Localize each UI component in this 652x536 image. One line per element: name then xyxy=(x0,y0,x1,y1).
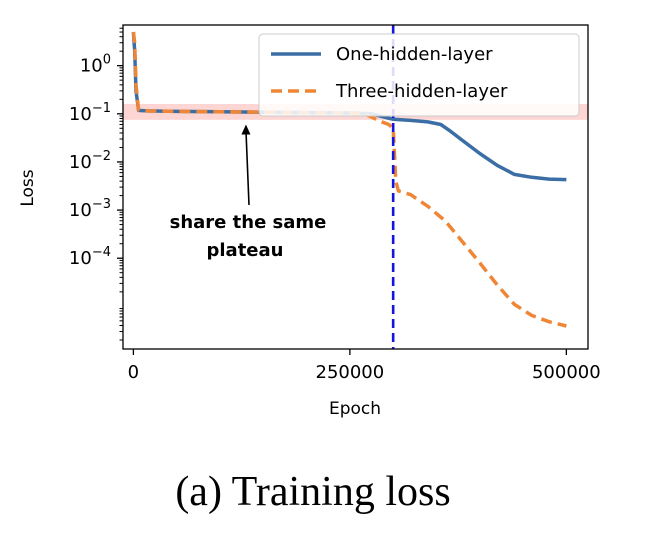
y-axis-ticks: 100 10−1 10−2 10−3 10−4 xyxy=(69,27,123,341)
y-tick-label: 100 xyxy=(80,53,111,77)
annotation-text-line-2: plateau xyxy=(207,240,284,261)
annotation-arrow-head xyxy=(241,124,251,135)
annotation-arrow xyxy=(245,130,250,206)
x-tick-label: 0 xyxy=(128,362,139,383)
series-line-one-hidden-layer xyxy=(131,31,567,182)
y-tick-label: 10−1 xyxy=(69,101,111,125)
figure-caption: (a) Training loss xyxy=(175,469,450,515)
x-axis-label: Epoch xyxy=(329,399,381,419)
series-layer xyxy=(131,31,567,328)
annotation-text-line-1: share the same xyxy=(170,212,327,233)
x-tick-label: 250000 xyxy=(316,362,385,383)
y-tick-label: 10−2 xyxy=(69,149,111,173)
series-line-three-hidden-layer xyxy=(131,31,567,328)
legend-label-one-hidden-layer: One-hidden-layer xyxy=(336,44,493,65)
y-tick-label: 10−4 xyxy=(69,245,111,269)
x-axis-ticks: 0 250000 500000 xyxy=(128,349,601,383)
annotation: share the same plateau xyxy=(170,124,327,261)
y-tick-label: 10−3 xyxy=(69,197,111,221)
legend: One-hidden-layer Three-hidden-layer xyxy=(258,33,580,117)
x-tick-label: 500000 xyxy=(532,362,601,383)
legend-label-three-hidden-layer: Three-hidden-layer xyxy=(335,81,508,102)
legend-box xyxy=(258,33,580,117)
y-axis-label: Loss xyxy=(18,169,38,206)
